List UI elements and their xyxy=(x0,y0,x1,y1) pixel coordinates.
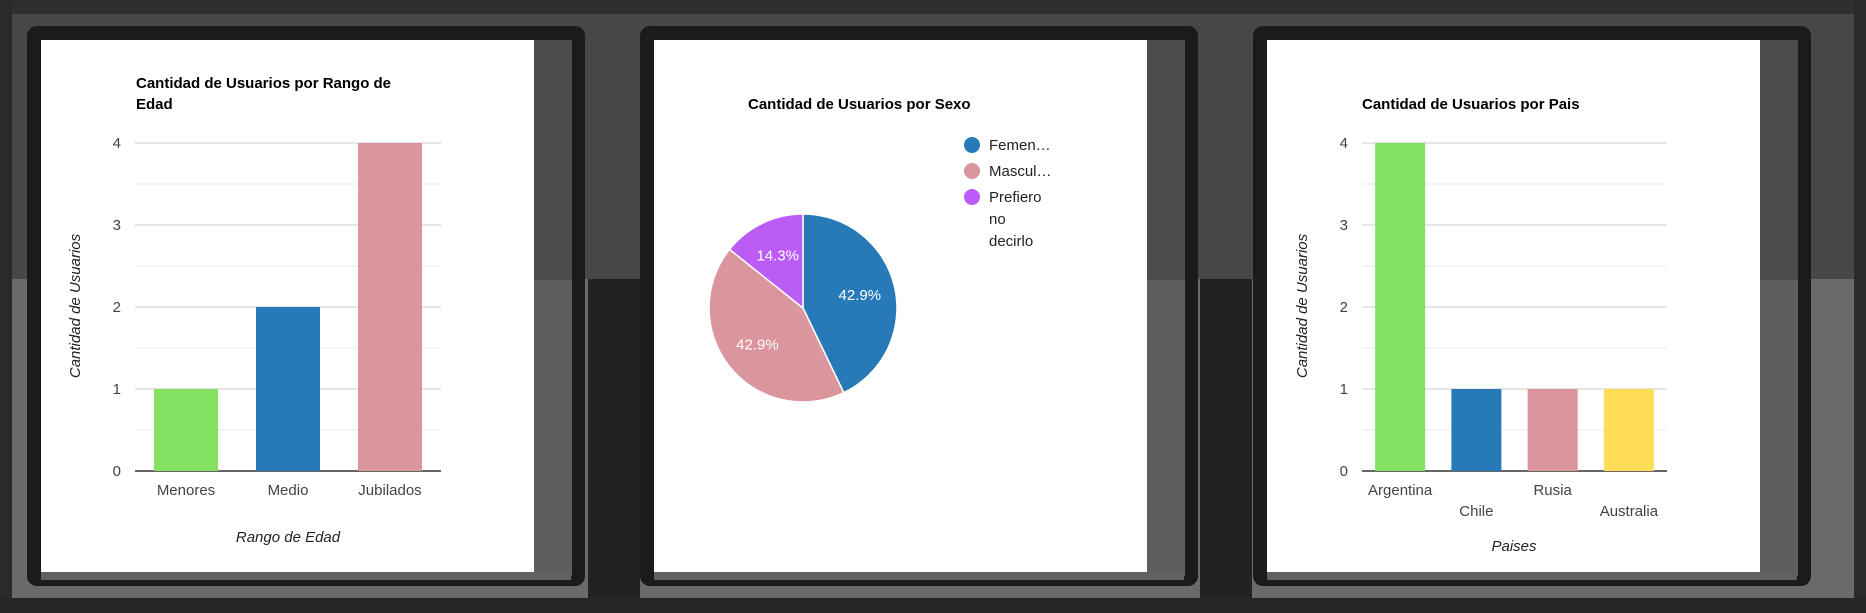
window-frame-top xyxy=(0,0,1866,14)
y-tick-label: 4 xyxy=(1340,135,1348,152)
legend-label: no xyxy=(989,211,1006,228)
y-tick-label: 3 xyxy=(1340,217,1348,234)
x-tick-label: Menores xyxy=(157,482,215,499)
x-tick-label: Chile xyxy=(1459,503,1493,520)
x-tick-label: Jubilados xyxy=(358,482,421,499)
bar-jubilados xyxy=(358,143,422,471)
y-tick-label: 1 xyxy=(113,381,121,398)
y-tick-label: 1 xyxy=(1340,381,1348,398)
gap-panel xyxy=(1200,279,1252,598)
legend-label: Prefiero xyxy=(989,189,1042,206)
card-scroll-strip xyxy=(1147,40,1185,280)
legend-swatch xyxy=(964,189,980,205)
card-scroll-strip xyxy=(534,280,572,576)
card-bottom-bar xyxy=(41,572,571,580)
window-frame-bottom xyxy=(0,598,1866,613)
pie-slice-label: 14.3% xyxy=(756,247,799,264)
legend-swatch xyxy=(964,163,980,179)
card-scroll-strip xyxy=(1147,280,1185,576)
gap-panel xyxy=(588,279,640,598)
y-tick-label: 0 xyxy=(1340,463,1348,480)
y-tick-label: 3 xyxy=(113,217,121,234)
x-tick-label: Rusia xyxy=(1533,482,1572,499)
bar-rusia xyxy=(1527,389,1578,471)
pie-slice xyxy=(802,213,898,394)
y-axis-label: Cantidad de Usuarios xyxy=(67,233,84,378)
pie-slice-label: 42.9% xyxy=(839,287,882,304)
sex-pie-chart: Cantidad de Usuarios por Sexo 42.9% 42.9%… xyxy=(708,96,1052,403)
x-tick-label: Australia xyxy=(1600,503,1659,520)
card-bottom-bar xyxy=(1267,572,1797,580)
age-bar-chart: Cantidad de Usuarios por Rango de Edad 0… xyxy=(67,75,441,546)
y-tick-label: 2 xyxy=(1340,299,1348,316)
window-frame-left xyxy=(0,0,12,613)
legend-label: Femen… xyxy=(989,137,1051,154)
chart-panel-country: Cantidad de Usuarios por Pais 0 1 2 3 4 Arge… xyxy=(1267,40,1760,572)
x-axis-label: Paises xyxy=(1491,538,1537,555)
chart-card-age: Cantidad de Usuarios por Rango de Edad 0… xyxy=(27,26,585,586)
chart-title: Cantidad de Usuarios por Sexo xyxy=(748,96,971,113)
y-axis-label: Cantidad de Usuarios xyxy=(1294,233,1311,378)
y-tick-label: 2 xyxy=(113,299,121,316)
country-bar-chart: Cantidad de Usuarios por Pais 0 1 2 3 4 Arge… xyxy=(1294,96,1667,555)
y-tick-label: 4 xyxy=(113,135,121,152)
bar-australia xyxy=(1603,389,1654,471)
x-tick-label: Medio xyxy=(268,482,309,499)
pie-slice-label: 42.9% xyxy=(736,336,779,353)
legend-swatch xyxy=(964,137,980,153)
window-frame-right xyxy=(1854,0,1866,613)
card-scroll-strip xyxy=(1760,40,1798,280)
card-bottom-bar xyxy=(654,572,1184,580)
x-tick-label: Argentina xyxy=(1368,482,1433,499)
chart-title-line: Edad xyxy=(136,96,173,113)
card-scroll-strip xyxy=(1760,280,1798,576)
card-scroll-strip xyxy=(534,40,572,280)
chart-card-country: Cantidad de Usuarios por Pais 0 1 2 3 4 Arge… xyxy=(1253,26,1811,586)
x-axis-label: Rango de Edad xyxy=(236,529,341,546)
chart-title-line: Cantidad de Usuarios por Rango de xyxy=(136,75,391,92)
bar-chile xyxy=(1451,389,1502,471)
y-tick-label: 0 xyxy=(113,463,121,480)
legend-label: decirlo xyxy=(989,233,1033,250)
bar-medio xyxy=(256,307,320,471)
chart-card-sex: Cantidad de Usuarios por Sexo 42.9% 42.9%… xyxy=(640,26,1198,586)
bar-argentina xyxy=(1375,143,1426,471)
pie-slice xyxy=(708,248,845,403)
pie-slice xyxy=(728,213,804,310)
chart-title: Cantidad de Usuarios por Pais xyxy=(1362,96,1580,113)
chart-panel-sex: Cantidad de Usuarios por Sexo 42.9% 42.9%… xyxy=(654,40,1147,572)
legend-label: Mascul… xyxy=(989,163,1052,180)
chart-panel-age: Cantidad de Usuarios por Rango de Edad 0… xyxy=(41,40,534,572)
bar-menores xyxy=(154,389,218,471)
